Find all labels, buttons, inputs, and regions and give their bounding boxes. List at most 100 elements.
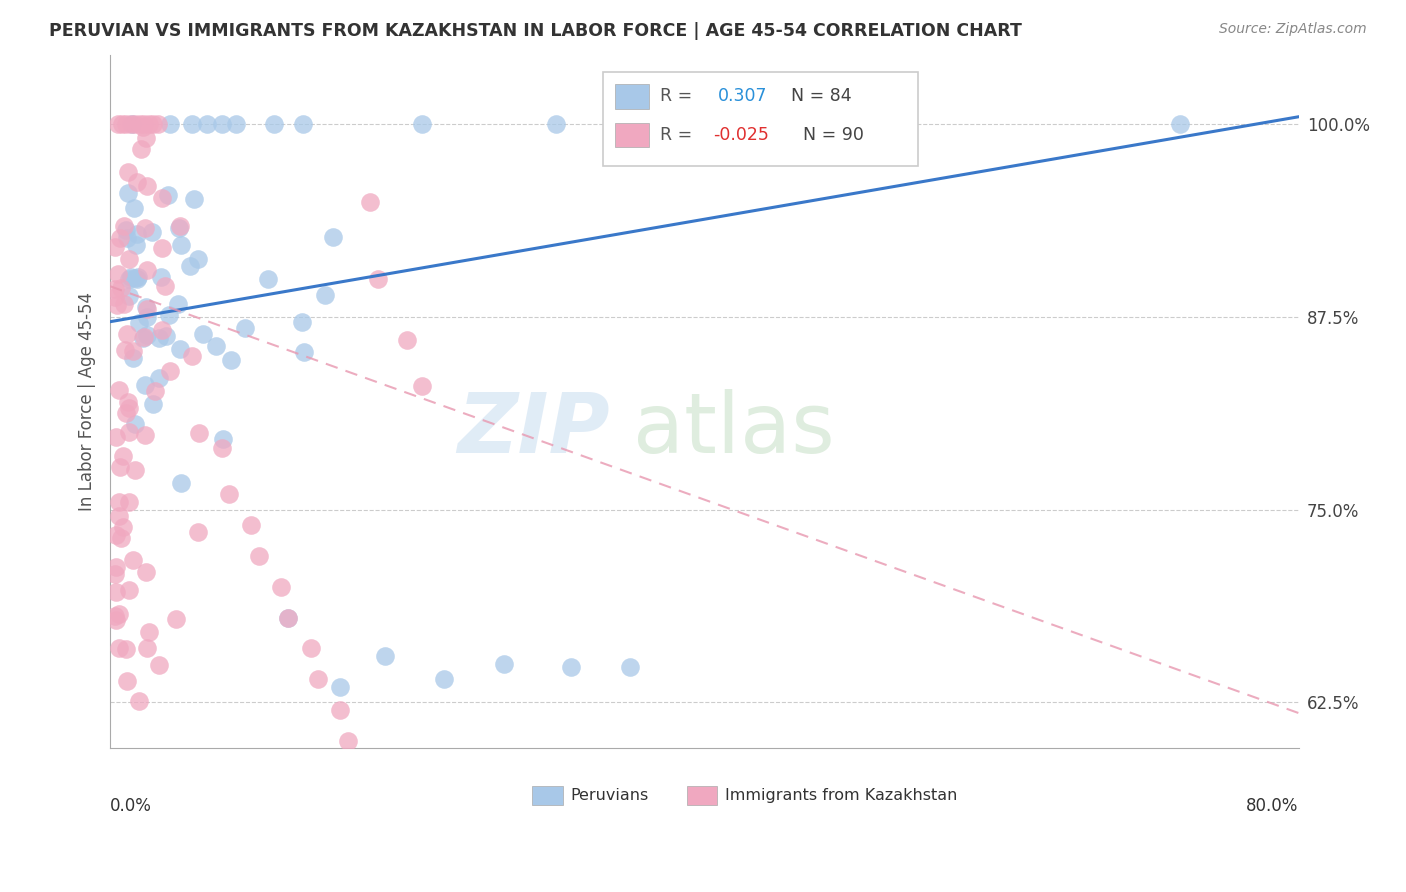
Point <box>134 377 156 392</box>
Point <box>291 315 314 329</box>
Point <box>135 310 157 324</box>
Point <box>118 288 141 302</box>
Text: R =: R = <box>661 126 699 144</box>
Point <box>105 560 128 574</box>
Point <box>125 175 148 189</box>
Text: N = 84: N = 84 <box>792 87 852 105</box>
Text: R =: R = <box>661 87 699 105</box>
Point <box>112 297 135 311</box>
Point <box>169 476 191 491</box>
Point <box>104 290 127 304</box>
Point <box>233 321 256 335</box>
Point <box>1168 118 1191 132</box>
Point <box>153 279 176 293</box>
Point <box>263 118 285 132</box>
Point <box>145 384 167 399</box>
Point <box>240 518 263 533</box>
Point <box>723 118 745 132</box>
Point <box>411 118 433 132</box>
Y-axis label: In Labor Force | Age 45-54: In Labor Force | Age 45-54 <box>79 293 96 511</box>
Point <box>132 331 155 345</box>
Point <box>169 342 191 356</box>
Point <box>219 352 242 367</box>
Point <box>112 449 135 463</box>
Point <box>124 118 146 132</box>
Point <box>132 330 155 344</box>
Point <box>180 118 202 132</box>
Text: Immigrants from Kazakhstan: Immigrants from Kazakhstan <box>724 789 957 803</box>
Point <box>138 625 160 640</box>
Point <box>121 118 143 132</box>
Point <box>187 252 209 267</box>
Point <box>108 230 131 244</box>
Point <box>117 165 139 179</box>
Point <box>277 610 299 624</box>
Point <box>155 329 177 343</box>
Point <box>492 657 515 671</box>
Bar <box>686 786 717 805</box>
Point <box>148 330 170 344</box>
Point <box>110 281 132 295</box>
Point <box>307 672 329 686</box>
Point <box>322 230 344 244</box>
Point <box>159 118 181 132</box>
Point <box>135 300 157 314</box>
Point <box>314 288 336 302</box>
Point <box>212 433 235 447</box>
Point <box>115 642 138 657</box>
Point <box>108 460 131 475</box>
Point <box>183 192 205 206</box>
Point <box>134 427 156 442</box>
Point <box>132 120 155 135</box>
Point <box>125 271 148 285</box>
Point <box>165 612 187 626</box>
Point <box>104 566 127 581</box>
Point <box>120 269 142 284</box>
Point <box>107 508 129 523</box>
Point <box>114 406 136 420</box>
Point <box>193 326 215 341</box>
Point <box>134 221 156 235</box>
Point <box>157 308 180 322</box>
Point <box>114 343 136 357</box>
Point <box>118 582 141 597</box>
Text: ZIP: ZIP <box>457 389 609 470</box>
Text: PERUVIAN VS IMMIGRANTS FROM KAZAKHSTAN IN LABOR FORCE | AGE 45-54 CORRELATION CH: PERUVIAN VS IMMIGRANTS FROM KAZAKHSTAN I… <box>49 22 1022 40</box>
Point <box>141 225 163 239</box>
Point <box>115 118 138 132</box>
Point <box>211 118 233 132</box>
Point <box>110 532 132 546</box>
Text: Peruvians: Peruvians <box>569 789 648 803</box>
Point <box>127 269 149 284</box>
Point <box>211 441 233 455</box>
Point <box>118 425 141 439</box>
Point <box>299 641 322 656</box>
Point <box>136 302 159 317</box>
Point <box>159 364 181 378</box>
Point <box>225 118 247 132</box>
Point <box>270 580 292 594</box>
Point <box>121 351 143 365</box>
Point <box>150 323 173 337</box>
Point <box>104 609 127 624</box>
Point <box>124 270 146 285</box>
Text: 0.0%: 0.0% <box>110 797 152 815</box>
Point <box>115 223 138 237</box>
Point <box>150 191 173 205</box>
Point <box>135 131 157 145</box>
Point <box>111 118 134 132</box>
Point <box>135 640 157 655</box>
Point <box>112 520 135 534</box>
Point <box>117 394 139 409</box>
Text: atlas: atlas <box>633 389 835 470</box>
Point <box>205 339 228 353</box>
Point <box>292 118 315 132</box>
Point <box>187 524 209 539</box>
Text: Source: ZipAtlas.com: Source: ZipAtlas.com <box>1219 22 1367 37</box>
Point <box>367 271 389 285</box>
Point <box>117 186 139 201</box>
Point <box>117 272 139 286</box>
Point <box>138 118 160 132</box>
Point <box>142 397 165 411</box>
Point <box>156 188 179 202</box>
